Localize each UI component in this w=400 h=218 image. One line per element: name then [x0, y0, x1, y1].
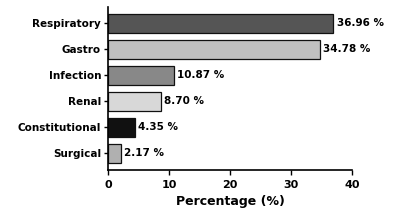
Text: 34.78 %: 34.78 % — [323, 44, 370, 54]
Bar — [108, 92, 161, 111]
Bar — [108, 40, 320, 59]
Bar — [108, 14, 334, 33]
Text: 10.87 %: 10.87 % — [177, 70, 225, 80]
X-axis label: Percentage (%): Percentage (%) — [176, 195, 284, 208]
Text: 8.70 %: 8.70 % — [164, 96, 204, 106]
Text: 2.17 %: 2.17 % — [124, 148, 164, 158]
Bar — [108, 118, 134, 137]
Text: 36.96 %: 36.96 % — [336, 18, 384, 28]
Text: 4.35 %: 4.35 % — [138, 122, 178, 132]
Bar — [108, 66, 174, 85]
Bar — [108, 144, 121, 163]
